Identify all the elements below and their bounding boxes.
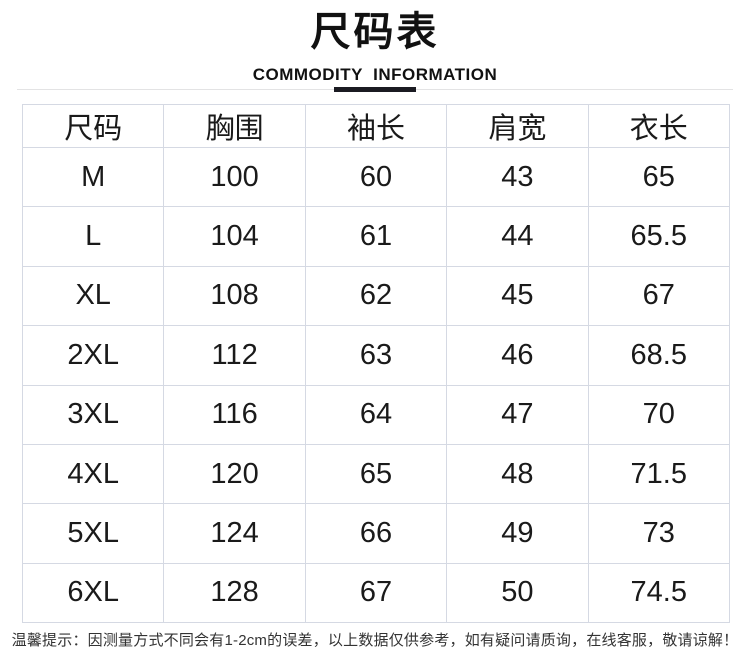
shoulder-cell: 49: [446, 503, 589, 564]
length-cell: 68.5: [587, 325, 731, 386]
divider-accent: [334, 87, 416, 92]
length-cell: 65.5: [587, 206, 731, 267]
length-cell: 65: [587, 146, 731, 208]
sleeve-cell: 64: [304, 384, 448, 445]
column-header-garment-length: 衣长: [587, 104, 731, 148]
table-row-l: L 104 61 44 65.5: [21, 206, 731, 267]
size-cell: XL: [21, 265, 165, 327]
shoulder-cell: 44: [446, 206, 589, 267]
column-header-size: 尺码: [21, 104, 165, 148]
table-header-row: 尺码 胸围 袖长 肩宽 衣长: [21, 104, 731, 148]
table-row-3xl: 3XL 116 64 47 70: [21, 384, 731, 445]
sleeve-cell: 66: [304, 503, 448, 564]
sleeve-cell: 61: [304, 206, 448, 267]
table-row-m: M 100 60 43 65: [21, 146, 731, 208]
chest-cell: 104: [163, 206, 306, 267]
table-row-2xl: 2XL 112 63 46 68.5: [21, 325, 731, 386]
size-cell: M: [21, 146, 165, 208]
length-cell: 74.5: [587, 562, 731, 624]
shoulder-cell: 47: [446, 384, 589, 445]
size-cell: 5XL: [21, 503, 165, 564]
table-row-5xl: 5XL 124 66 49 73: [21, 503, 731, 564]
sleeve-cell: 60: [304, 146, 448, 208]
table-row-xl: XL 108 62 45 67: [21, 265, 731, 327]
page-subtitle: COMMODITY INFORMATION: [252, 65, 498, 84]
length-cell: 73: [587, 503, 731, 564]
size-cell: 6XL: [21, 562, 165, 624]
length-cell: 70: [587, 384, 731, 445]
chest-cell: 120: [163, 443, 306, 505]
table-row-4xl: 4XL 120 65 48 71.5: [21, 443, 731, 505]
sleeve-cell: 67: [304, 562, 448, 624]
shoulder-cell: 50: [446, 562, 589, 624]
sleeve-cell: 62: [304, 265, 448, 327]
column-header-sleeve-length: 袖长: [304, 104, 448, 148]
shoulder-cell: 45: [446, 265, 589, 327]
column-header-shoulder-width: 肩宽: [446, 104, 589, 148]
chest-cell: 100: [163, 146, 306, 208]
chest-cell: 112: [163, 325, 306, 386]
size-table: 尺码 胸围 袖长 肩宽 衣长 M 100 60 43 65 L 104 61 4…: [21, 104, 731, 624]
sleeve-cell: 65: [304, 443, 448, 505]
notice-text: 温馨提示：因测量方式不同会有1-2cm的误差，以上数据仅供参考，如有疑问请质询，…: [11, 632, 739, 649]
chest-cell: 124: [163, 503, 306, 564]
size-cell: 3XL: [21, 384, 165, 445]
page-title: 尺码表: [310, 10, 440, 54]
table-row-6xl: 6XL 128 67 50 74.5: [21, 562, 731, 624]
length-cell: 67: [587, 265, 731, 327]
size-cell: 4XL: [21, 443, 165, 505]
chest-cell: 116: [163, 384, 306, 445]
size-cell: L: [21, 206, 165, 267]
chest-cell: 108: [163, 265, 306, 327]
length-cell: 71.5: [587, 443, 731, 505]
sleeve-cell: 63: [304, 325, 448, 386]
chest-cell: 128: [163, 562, 306, 624]
shoulder-cell: 43: [446, 146, 589, 208]
size-cell: 2XL: [21, 325, 165, 386]
column-header-chest: 胸围: [163, 104, 306, 148]
divider: [17, 87, 733, 92]
shoulder-cell: 48: [446, 443, 589, 505]
shoulder-cell: 46: [446, 325, 589, 386]
